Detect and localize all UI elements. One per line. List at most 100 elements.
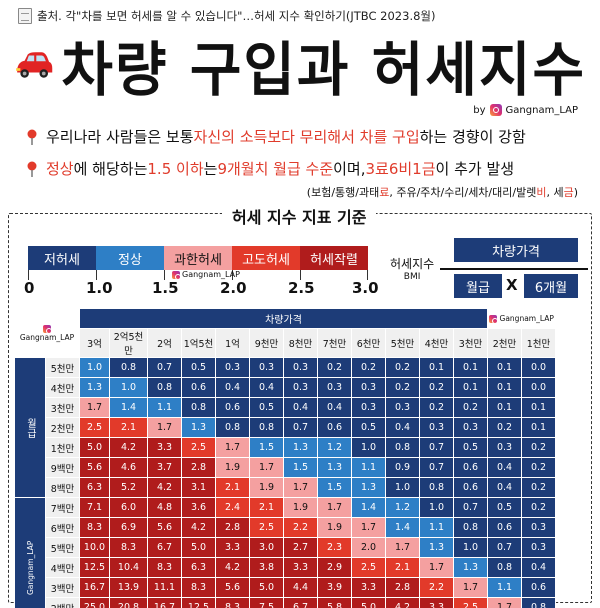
table-cell: 0.7 [419,437,454,458]
table-cell: 0.4 [249,377,284,398]
table-cell: 12.5 [79,557,110,578]
scale-tick [28,270,29,280]
table-cell: 3.9 [317,577,352,598]
table-cell: 4.2 [181,517,216,538]
table-cell: 2.8 [215,517,250,538]
column-header: 5천만 [385,328,420,358]
table-cell: 20.8 [109,597,148,608]
table-cell: 0.8 [147,377,182,398]
table-cell: 4.2 [215,557,250,578]
table-cell: 1.5 [283,457,318,478]
table-cell: 0.1 [453,377,488,398]
table-cell: 4.2 [147,477,182,498]
table-cell: 1.9 [317,517,352,538]
side-label-salary: 월급 [14,357,46,498]
table-cell: 1.3 [419,537,454,558]
bullet-1-c: 하는 경향이 강함 [419,128,526,146]
table-cell: 6.3 [79,477,110,498]
sub-note-c: , 주유/주차/수리/세차/대리/발렛 [389,186,537,199]
bullet-2-c: 1.5 이하 [147,160,204,178]
table-cell: 3.3 [419,597,454,608]
scale-seg-excess: 과한허세 [164,246,232,270]
table-cell: 0.3 [283,377,318,398]
table-cell: 2.1 [385,557,420,578]
sub-note-f: 금 [563,186,574,199]
column-header: 2천만 [487,328,522,358]
row-header: 5백만 [45,537,80,558]
row-header: 2천만 [45,417,80,438]
formula-fraction-line [440,268,588,270]
table-cell: 5.0 [249,577,284,598]
table-cell: 2.5 [181,437,216,458]
table-cell: 0.6 [181,377,216,398]
table-row: 2천만 2.5 2.1 1.7 1.3 0.8 0.8 0.7 0.6 0.5 0.4 0.3 0.3 0… [15,417,556,438]
table-cell: 3.7 [147,457,182,478]
scale-num: 0 [24,279,35,297]
table-cell: 13.9 [109,577,148,598]
scale-num: 1.5 [152,279,179,297]
table-row: 5백만 10.0 8.3 6.7 5.0 3.3 3.0 2.7 2.3 2.0 1.7 1.3 1.0… [15,537,556,558]
table-cell: 0.3 [419,417,454,438]
table-cell: 1.7 [215,437,250,458]
table-cell: 0.8 [109,357,148,378]
bullet-1-b: 자신의 소득보다 무리해서 차를 구입 [193,128,420,146]
table-cell: 0.6 [317,417,352,438]
table-cell: 2.7 [283,537,318,558]
table-cell: 1.4 [351,497,386,518]
table-cell: 1.7 [147,417,182,438]
table-cell: 0.2 [351,357,386,378]
column-header: 1천만 [521,328,556,358]
table-cell: 0.2 [385,377,420,398]
column-header: 4천만 [419,328,454,358]
column-header: 6천만 [351,328,386,358]
table-cell: 0.8 [385,437,420,458]
table-cell: 1.0 [385,477,420,498]
table-cell: 0.5 [249,397,284,418]
table-cell: 3.3 [215,537,250,558]
table-cell: 0.7 [487,537,522,558]
table-cell: 0.3 [521,517,556,538]
table-cell: 1.9 [283,497,318,518]
table-cell: 1.7 [351,517,386,538]
memo-icon [18,8,32,24]
row-header: 4천만 [45,377,80,398]
pin-icon [27,161,37,177]
table-cell: 25.0 [79,597,110,608]
table-cell: 0.1 [487,357,522,378]
formula-label-text: 허세지수 [390,257,435,271]
table-cell: 0.1 [487,397,522,418]
table-cell: 0.2 [521,437,556,458]
table-cell: 0.5 [181,357,216,378]
table-cell: 0.3 [487,437,522,458]
table-cell: 0.0 [521,377,556,398]
table-cell: 3.8 [249,557,284,578]
table-cell: 5.6 [147,517,182,538]
table-cell: 1.7 [283,477,318,498]
table-cell: 2.2 [419,577,454,598]
row-header: 4백만 [45,557,80,578]
table-cell: 0.4 [317,397,352,418]
table-cell: 0.8 [453,517,488,538]
column-header: 1억5천 [181,328,216,358]
table-cell: 2.1 [249,497,284,518]
table-cell: 8.3 [147,557,182,578]
table-cell: 1.7 [419,557,454,578]
table-cell: 2.0 [351,537,386,558]
side-label-handle: Gangnam_LAP [14,497,46,608]
table-cell: 5.6 [215,577,250,598]
table-cell: 0.9 [385,457,420,478]
bullet-2: 정상 에 해당하는 1.5 이하 는 9개월치 월급 수준 이며, 3료6비1금… [26,158,514,179]
column-header: 7천만 [317,328,352,358]
instagram-icon [172,270,181,280]
table-cell: 5.0 [181,537,216,558]
row-header: 8백만 [45,477,80,498]
bullet-2-f: 이며, [333,160,366,178]
scale-seg-normal: 정상 [96,246,164,270]
table-cell: 2.2 [283,517,318,538]
formula-label: 허세지수 BMI [390,257,435,282]
row-header: 5천만 [45,357,80,378]
table-cell: 0.2 [419,377,454,398]
table-row: 3천만 1.7 1.4 1.1 0.8 0.6 0.5 0.4 0.4 0.3 0.3 0.2 0.2 0… [15,397,556,418]
row-header: 9백만 [45,457,80,478]
column-header: 2억 [147,328,182,358]
